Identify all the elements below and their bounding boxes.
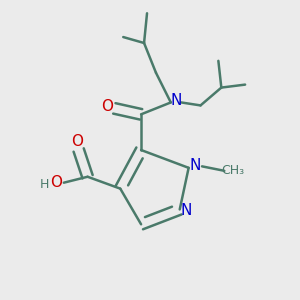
Text: N: N: [181, 203, 192, 218]
Text: N: N: [190, 158, 201, 173]
Text: O: O: [101, 98, 113, 113]
Text: CH₃: CH₃: [222, 164, 245, 177]
Text: O: O: [71, 134, 83, 149]
Text: N: N: [170, 94, 182, 109]
Text: O: O: [50, 175, 62, 190]
Text: H: H: [40, 178, 49, 191]
